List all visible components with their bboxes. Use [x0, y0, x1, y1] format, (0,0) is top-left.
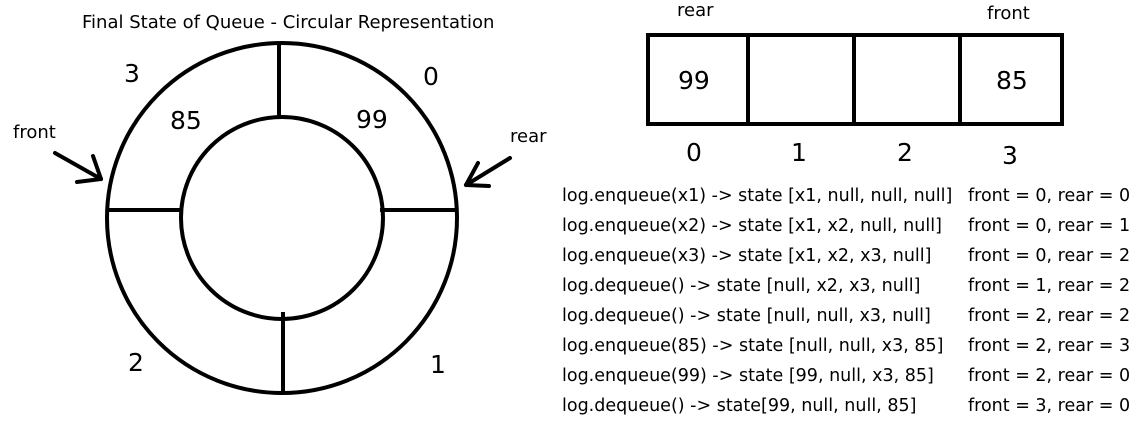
- log-op: log.enqueue(x1) -> state [x1, null, null…: [562, 186, 953, 206]
- array-front-label: front: [987, 3, 1030, 24]
- array-index-0: 0: [686, 138, 702, 167]
- diagram-title: Final State of Queue - Circular Represen…: [82, 12, 495, 33]
- log-pointers: front = 2, rear = 2: [968, 306, 1131, 326]
- log-pointers: front = 0, rear = 1: [968, 216, 1131, 236]
- front-arrow: [53, 151, 103, 184]
- array-cell-3-value: 85: [996, 66, 1028, 95]
- log-pointers: front = 3, rear = 0: [968, 396, 1131, 416]
- log-op: log.dequeue() -> state [null, x2, x3, nu…: [562, 276, 921, 296]
- log-pointers: front = 0, rear = 2: [968, 246, 1131, 266]
- log-pointers: front = 2, rear = 3: [968, 336, 1131, 356]
- circle-value-slot-0: 99: [356, 105, 388, 134]
- array-cell-0-value: 99: [678, 66, 710, 95]
- array-rear-label: rear: [677, 0, 714, 21]
- circle-value-slot-3: 85: [170, 106, 202, 135]
- array-index-3: 3: [1002, 141, 1018, 170]
- circle-index-2: 2: [128, 348, 144, 377]
- log-pointers: front = 0, rear = 0: [968, 186, 1131, 206]
- circle-index-1: 1: [430, 350, 446, 379]
- log-op: log.dequeue() -> state [null, null, x3, …: [562, 306, 931, 326]
- array-index-1: 1: [791, 138, 807, 167]
- circle-index-0: 0: [423, 62, 439, 91]
- circle-index-3: 3: [124, 59, 140, 88]
- log-pointers: front = 1, rear = 2: [968, 276, 1131, 296]
- inner-ring: [179, 115, 385, 321]
- rear-arrow: [464, 156, 512, 188]
- log-op: log.enqueue(99) -> state [99, null, x3, …: [562, 366, 934, 386]
- circle-rear-label: rear: [510, 126, 547, 147]
- array-index-2: 2: [897, 138, 913, 167]
- log-pointers: front = 2, rear = 0: [968, 366, 1131, 386]
- log-op: log.dequeue() -> state[99, null, null, 8…: [562, 396, 917, 416]
- circle-front-label: front: [13, 122, 56, 143]
- log-op: log.enqueue(85) -> state [null, null, x3…: [562, 336, 944, 356]
- outer-ring: [105, 41, 459, 395]
- log-op: log.enqueue(x3) -> state [x1, x2, x3, nu…: [562, 246, 932, 266]
- log-op: log.enqueue(x2) -> state [x1, x2, null, …: [562, 216, 942, 236]
